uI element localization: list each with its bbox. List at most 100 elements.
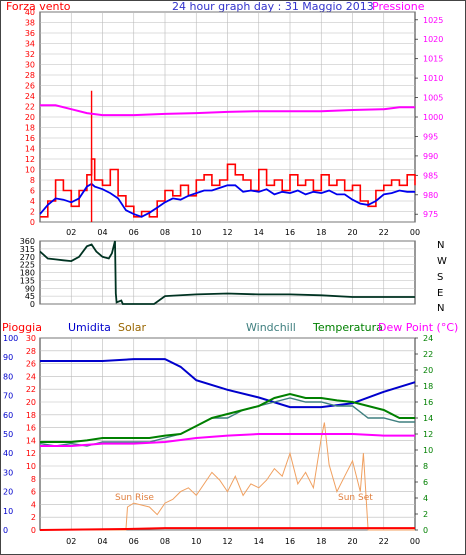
- y-tick-label-rain: 10: [3, 507, 13, 516]
- y-tick-label-humidity: 2: [31, 513, 36, 522]
- humidity-line: [40, 358, 416, 409]
- y-tick-label-temp: 14: [423, 414, 433, 423]
- wind-header: Forza vento: [6, 0, 71, 13]
- x-tick-label: 06: [129, 537, 139, 546]
- y-tick-label-humidity: 18: [26, 411, 36, 420]
- y-tick-label-rain: 80: [3, 372, 13, 381]
- y-tick-label-wind: 12: [25, 155, 35, 164]
- y-tick-label-direction: 135: [20, 276, 35, 285]
- y-tick-label-humidity: 20: [26, 398, 36, 407]
- y-tick-label-rain: 0: [3, 526, 8, 535]
- y-tick-label-wind: 6: [30, 187, 35, 196]
- legend-temperatura: Temperatura: [312, 321, 383, 334]
- x-tick-label: 22: [379, 228, 389, 237]
- y-tick-label-pressure: 980: [423, 191, 438, 200]
- x-tick-label: 14: [254, 228, 264, 237]
- x-tick-label: 16: [285, 228, 295, 237]
- y-tick-label-humidity: 0: [31, 526, 36, 535]
- y-tick-label-wind: 34: [25, 40, 35, 49]
- y-tick-label-temp: 18: [423, 382, 433, 391]
- sunset-label: Sun Set: [338, 493, 373, 503]
- x-tick-label: 18: [316, 228, 326, 237]
- y-tick-label-pressure: 985: [423, 171, 438, 180]
- y-tick-label-humidity: 14: [26, 436, 36, 445]
- x-tick-label: 08: [160, 537, 170, 546]
- temperature-line: [40, 392, 415, 443]
- y-tick-label-direction: 0: [30, 300, 35, 309]
- solar-line: [40, 422, 415, 531]
- bottom-grid: [40, 337, 415, 531]
- x-tick-label: 10: [191, 228, 201, 237]
- y-tick-label-wind: 14: [25, 145, 35, 154]
- y-tick-label-temp: 2: [423, 510, 428, 519]
- y-tick-label-pressure: 1010: [423, 74, 443, 83]
- y-tick-label-pressure: 1000: [423, 113, 443, 122]
- y-tick-label-temp: 10: [423, 446, 433, 455]
- y-tick-label-humidity: 22: [26, 385, 36, 394]
- y-tick-label-temp: 0: [423, 526, 428, 535]
- y-tick-label-wind: 16: [25, 134, 35, 143]
- y-tick-label-wind: 2: [30, 208, 35, 217]
- y-tick-label-rain: 40: [3, 449, 13, 458]
- legend-pioggia: Pioggia: [2, 321, 42, 334]
- sunrise-label: Sun Rise: [115, 493, 154, 503]
- y-tick-label-pressure: 1015: [423, 55, 443, 64]
- y-tick-label-humidity: 10: [26, 462, 36, 471]
- compass-label: N: [437, 303, 444, 314]
- y-tick-label-pressure: 1025: [423, 16, 443, 25]
- y-tick-label-wind: 8: [30, 176, 35, 185]
- y-tick-label-wind: 20: [25, 113, 35, 122]
- x-tick-label: 18: [316, 537, 326, 546]
- legend-solar: Solar: [118, 321, 147, 334]
- y-tick-label-wind: 30: [25, 61, 35, 70]
- y-tick-label-rain: 30: [3, 468, 13, 477]
- y-tick-label-temp: 12: [423, 430, 433, 439]
- x-tick-label: 16: [285, 537, 295, 546]
- y-tick-label-direction: 315: [20, 245, 35, 254]
- top-grid: [40, 11, 415, 223]
- x-tick-label: 04: [97, 537, 107, 546]
- y-tick-label-rain: 50: [3, 430, 13, 439]
- x-tick-label: 00: [410, 537, 420, 546]
- legend-dewpoint: Dew Point (°C): [378, 321, 458, 334]
- y-tick-label-direction: 90: [25, 284, 35, 293]
- bottom-axes: 02 04 06 08 10 12 14 16 18 20 22 000102030405060708…: [3, 334, 433, 546]
- y-tick-label-wind: 36: [25, 29, 35, 38]
- y-tick-label-temp: 24: [423, 334, 433, 343]
- y-tick-label-temp: 22: [423, 350, 433, 359]
- y-tick-label-pressure: 1005: [423, 94, 443, 103]
- x-tick-label: 02: [66, 228, 76, 237]
- compass-label: W: [437, 256, 447, 267]
- x-tick-label: 04: [97, 228, 107, 237]
- y-tick-label-wind: 26: [25, 82, 35, 91]
- y-tick-label-humidity: 16: [26, 424, 36, 433]
- wind-average-line: [39, 182, 415, 218]
- x-tick-label: 20: [347, 537, 357, 546]
- y-tick-label-direction: 360: [20, 237, 35, 246]
- y-tick-label-humidity: 28: [26, 347, 36, 356]
- y-tick-label-pressure: 975: [423, 210, 438, 219]
- y-tick-label-pressure: 990: [423, 152, 438, 161]
- compass-label: S: [437, 272, 443, 283]
- x-tick-label: 12: [222, 537, 232, 546]
- y-tick-label-pressure: 995: [423, 132, 438, 141]
- y-tick-label-humidity: 12: [26, 449, 36, 458]
- chart-title: 24 hour graph day : 31 Maggio 2013: [172, 0, 374, 13]
- y-tick-label-wind: 4: [30, 197, 35, 206]
- series-layer: [39, 90, 416, 531]
- y-tick-label-direction: 45: [25, 292, 35, 301]
- x-tick-label: 20: [347, 228, 357, 237]
- windchill-line: [39, 397, 415, 447]
- compass-label: E: [437, 288, 443, 299]
- y-tick-label-direction: 225: [20, 261, 35, 270]
- y-tick-label-wind: 28: [25, 71, 35, 80]
- rain-line: [39, 527, 415, 531]
- y-tick-label-humidity: 26: [26, 360, 36, 369]
- y-tick-label-wind: 18: [25, 124, 35, 133]
- x-tick-label: 06: [129, 228, 139, 237]
- y-tick-label-wind: 22: [25, 103, 35, 112]
- compass-label: N: [437, 240, 444, 251]
